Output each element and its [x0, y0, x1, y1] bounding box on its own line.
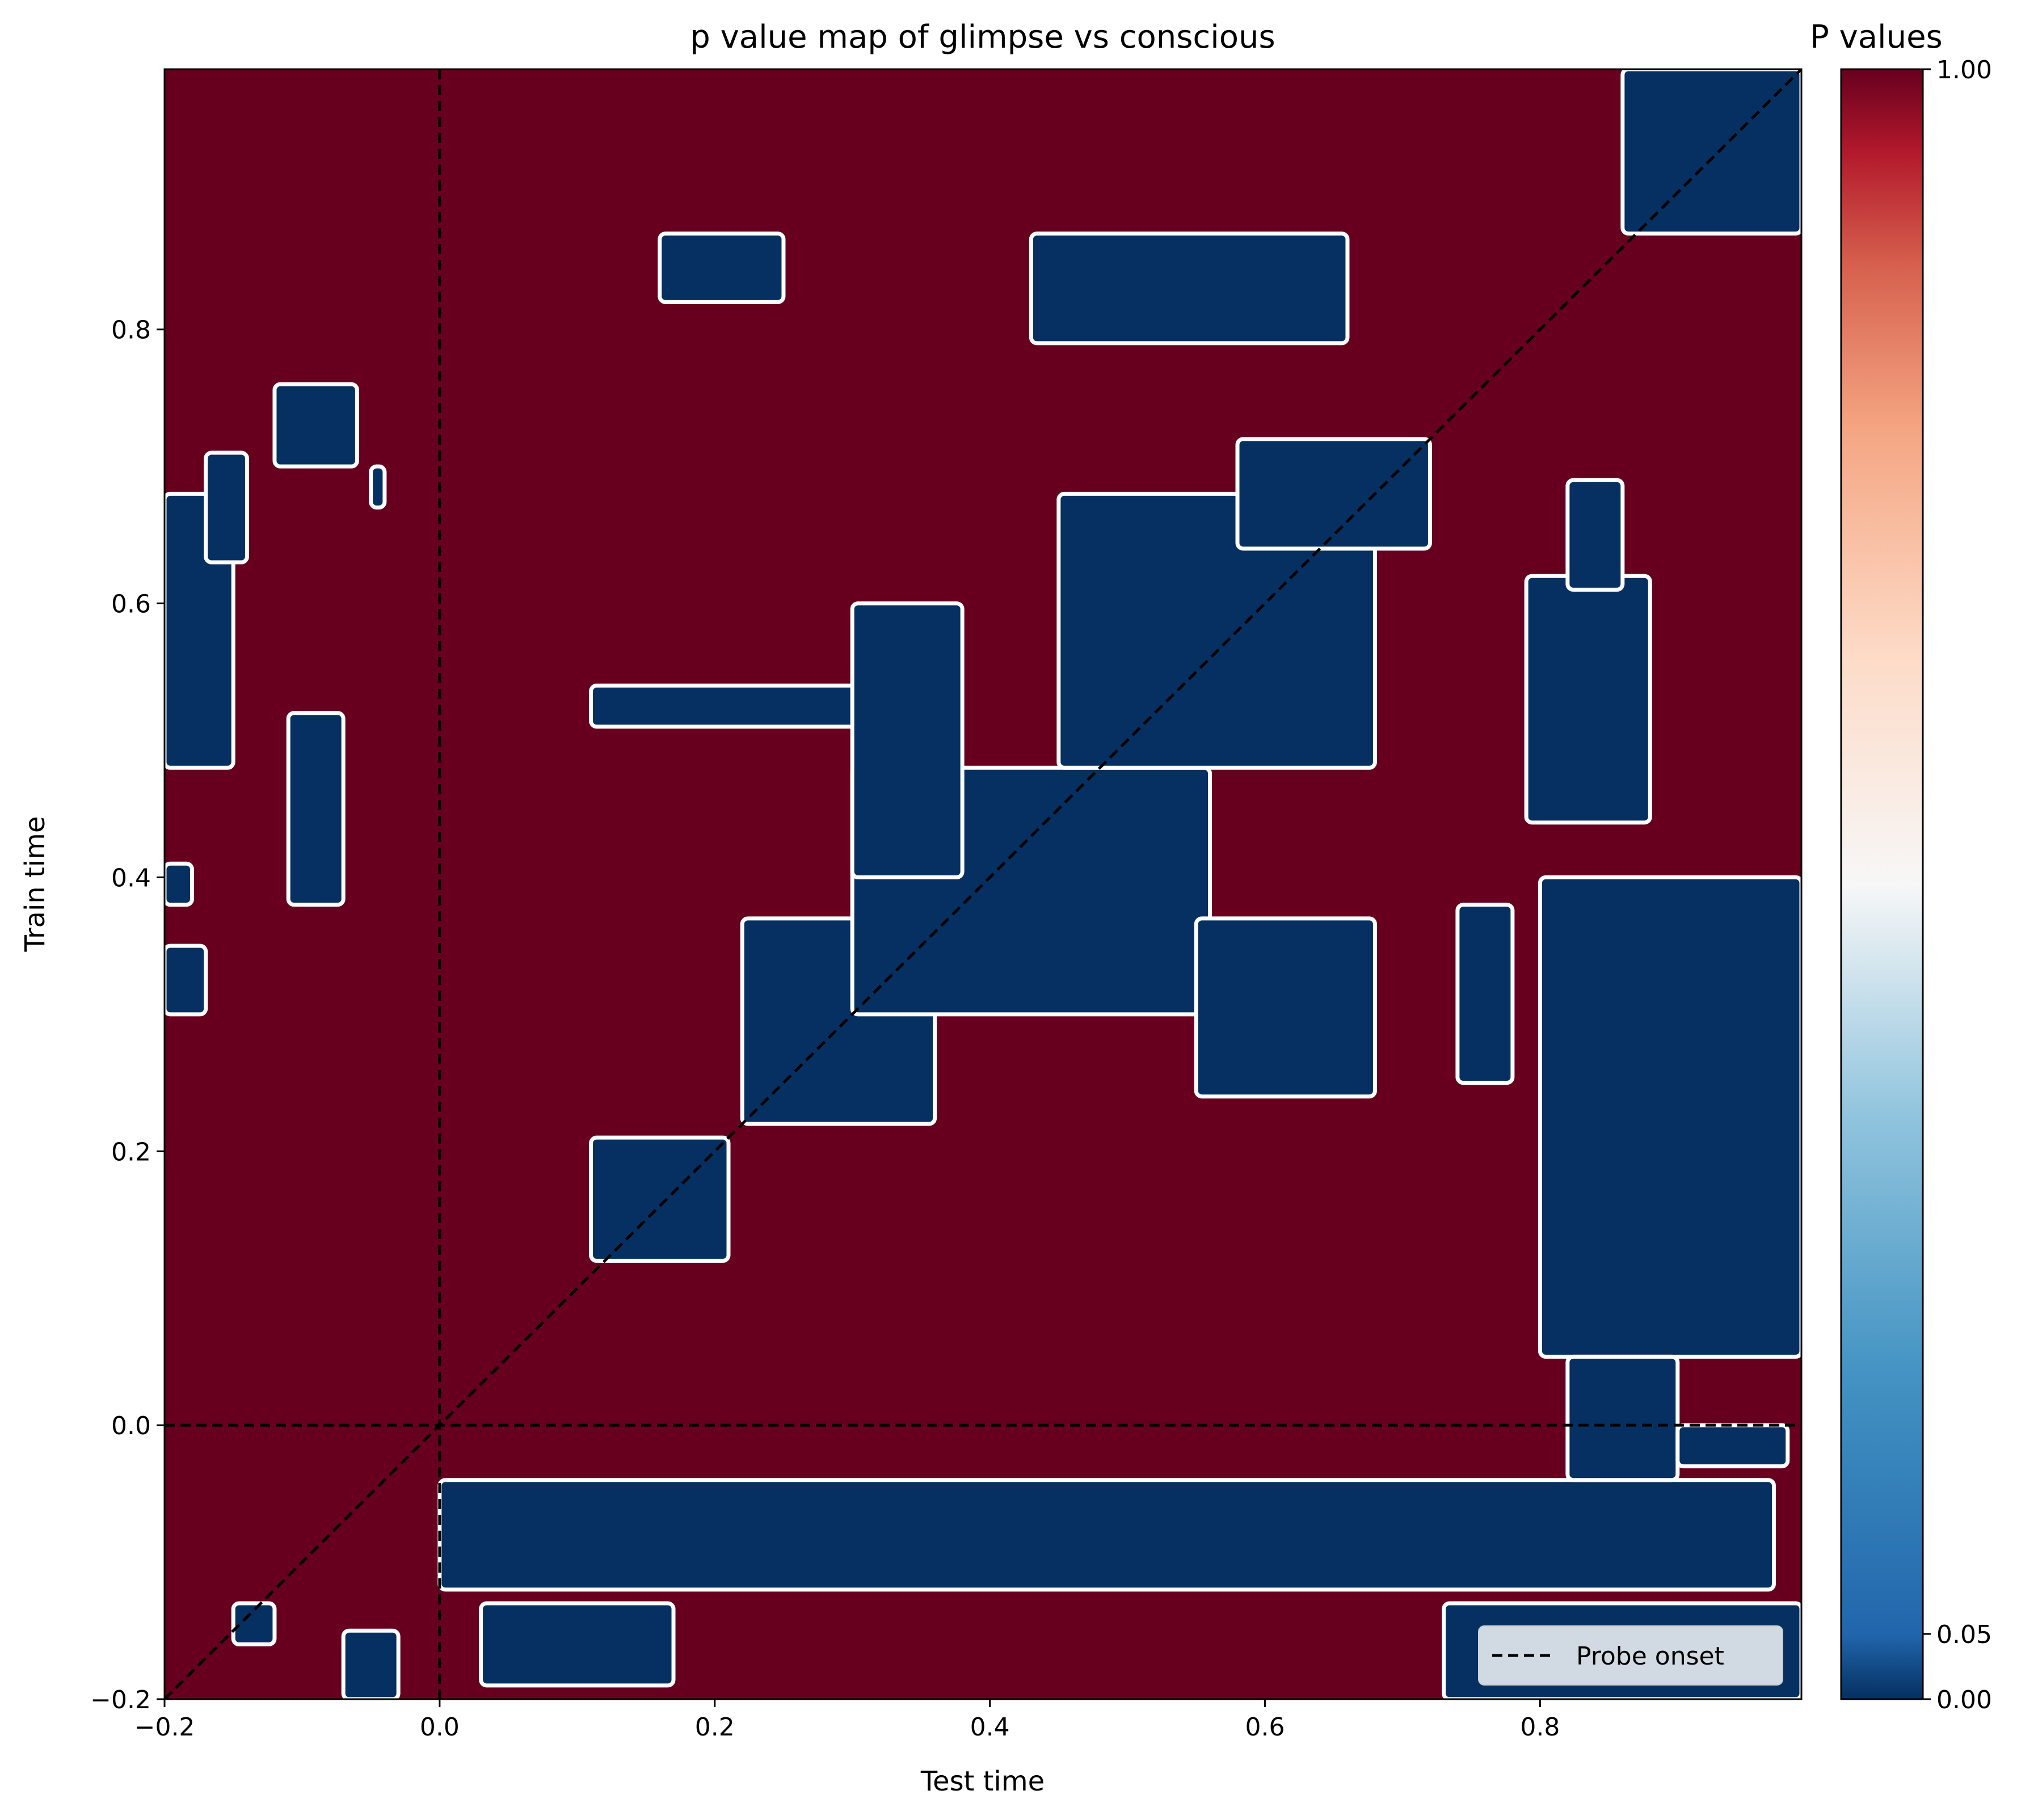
significant-region-27: [231, 1601, 277, 1646]
colorbar-tick-label: 0.05: [1936, 1620, 1992, 1649]
y-axis-ticks: −0.2 0.0 0.2 0.4 0.6 0.8: [90, 316, 165, 1714]
significant-region-16: [1565, 478, 1625, 592]
significant-region-11: [1455, 903, 1515, 1085]
colorbar-title: P values: [1810, 19, 1943, 56]
y-tick-label: −0.2: [90, 1686, 151, 1714]
significant-region-10: [1194, 916, 1377, 1099]
colorbar-tick-label: 1.00: [1936, 56, 1992, 85]
significant-region-12: [1538, 875, 1801, 1359]
significant-region-19: [658, 231, 786, 304]
significant-region-9: [589, 1135, 731, 1263]
y-tick-label: 0.2: [111, 1138, 151, 1166]
colorbar-ticks: 0.00 0.05 1.00: [1923, 56, 1992, 1714]
significant-region-5: [1056, 491, 1377, 770]
x-axis-title: Test time: [920, 1766, 1045, 1797]
x-axis-ticks: −0.2 0.0 0.2 0.4 0.6 0.8: [134, 1699, 1560, 1742]
significant-region-14: [1675, 1423, 1790, 1469]
significant-region-0: [437, 1478, 1776, 1592]
x-tick-label: −0.2: [134, 1713, 195, 1742]
significant-region-23: [286, 711, 346, 907]
colorbar-gradient: [1840, 68, 1924, 1700]
legend: Probe onset: [1478, 1625, 1783, 1686]
legend-label-probe-onset: Probe onset: [1576, 1642, 1724, 1671]
y-tick-label: 0.6: [111, 590, 151, 619]
significant-region-28: [369, 464, 387, 510]
significant-region-7: [589, 683, 882, 729]
significant-region-1: [479, 1601, 676, 1688]
x-tick-label: 0.8: [1520, 1713, 1560, 1742]
significant-region-25: [204, 450, 249, 564]
significant-region-6: [1235, 437, 1432, 551]
x-tick-label: 0.4: [970, 1713, 1010, 1742]
legend-box: [1478, 1625, 1783, 1686]
significant-region-26: [341, 1628, 401, 1699]
x-tick-label: 0.2: [695, 1713, 735, 1742]
y-tick-label: 0.4: [111, 863, 151, 892]
plot-frame: [163, 68, 1803, 1700]
significant-region-13: [1565, 1354, 1680, 1482]
x-tick-label: 0.6: [1245, 1713, 1285, 1742]
significant-region-17: [1620, 69, 1801, 236]
significant-region-8: [850, 601, 965, 879]
x-tick-label: 0.0: [420, 1713, 460, 1742]
significant-region-18: [1029, 231, 1350, 346]
chart-title: p value map of glimpse vs conscious: [690, 19, 1275, 56]
reference-line-diagonal: [165, 69, 1801, 1699]
colorbar-tick-label: 0.00: [1936, 1686, 1992, 1714]
y-axis-title: Train time: [19, 816, 51, 953]
y-tick-label: 0.0: [111, 1412, 151, 1440]
y-tick-label: 0.8: [111, 316, 151, 345]
significant-region-24: [272, 382, 359, 469]
significant-region-21: [165, 943, 208, 1017]
significant-region-22: [165, 861, 194, 907]
reference-lines: [165, 69, 1801, 1699]
significant-region-15: [1524, 574, 1652, 825]
